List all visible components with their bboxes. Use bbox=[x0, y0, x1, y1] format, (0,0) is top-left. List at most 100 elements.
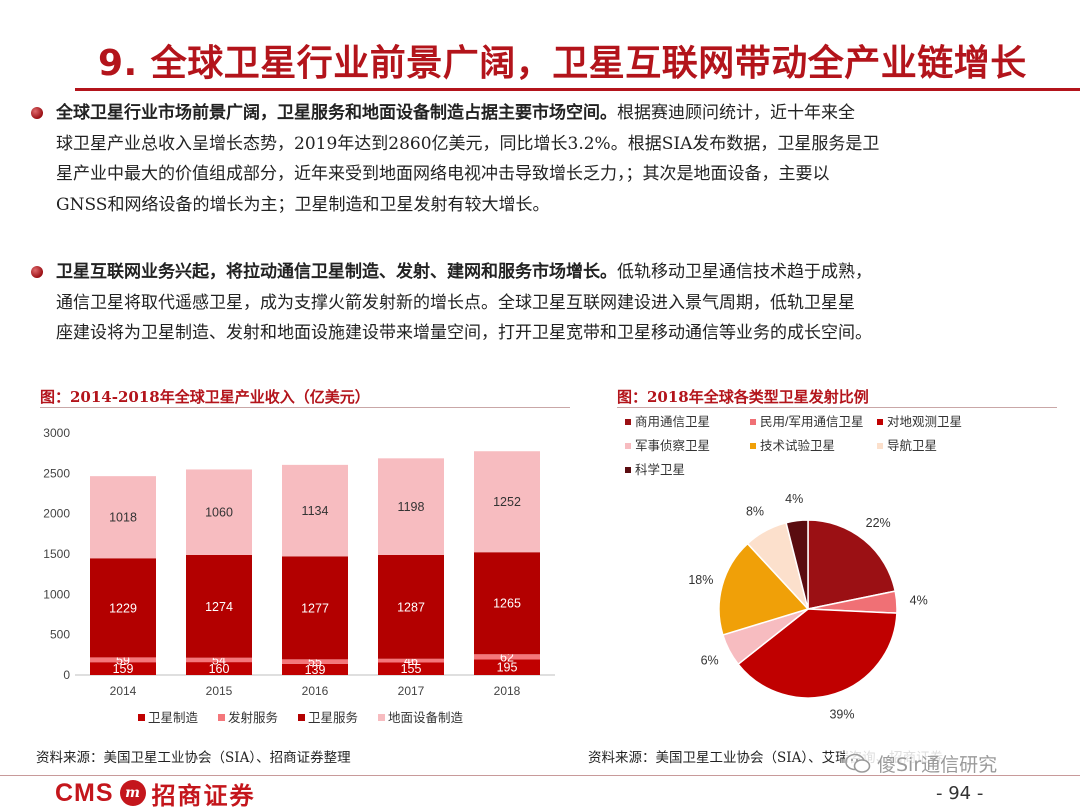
y-tick-label: 0 bbox=[63, 668, 70, 682]
logo-mark-icon: m bbox=[119, 780, 146, 806]
legend-label: 卫星服务 bbox=[308, 710, 358, 725]
paragraph-1-line: 星产业中最大的价值组成部分，近年来受到地面网络电视冲击导致增长乏力，；其次是地面… bbox=[56, 164, 830, 184]
paragraph-1: 全球卫星行业市场前景广阔，卫星服务和地面设备制造占据主要市场空间。根据赛迪顾问统… bbox=[56, 98, 1056, 220]
data-label: 1274 bbox=[205, 600, 233, 614]
bar-segment bbox=[474, 654, 540, 660]
bar-segment bbox=[186, 469, 252, 555]
logo-cms-text: CMS bbox=[55, 778, 114, 807]
data-label: 1287 bbox=[397, 600, 425, 614]
bar-chart-caption: 图：2014-2018年全球卫星产业收入（亿美元） bbox=[40, 388, 370, 406]
bar-segment bbox=[186, 662, 252, 675]
legend-swatch bbox=[877, 443, 883, 449]
bar-segment bbox=[378, 554, 444, 659]
title-underline bbox=[75, 88, 1080, 91]
bar-chart: 0500100015002000250030001595912291018201… bbox=[43, 426, 555, 725]
bar-segment bbox=[90, 476, 156, 559]
bar-chart-source: 资料来源：美国卫星工业协会（SIA）、招商证券整理 bbox=[36, 750, 351, 766]
legend-swatch bbox=[298, 714, 305, 721]
bar-chart-caption-rule bbox=[40, 407, 570, 408]
legend-label: 导航卫星 bbox=[887, 438, 937, 453]
slice-label: 39% bbox=[829, 708, 854, 722]
paragraph-2-line: 座建设将为卫星制造、发射和地面设施建设带来增量空间，打开卫星宽带和卫星移动通信等… bbox=[56, 323, 872, 343]
bar-segment bbox=[90, 558, 156, 658]
x-tick-label: 2018 bbox=[494, 684, 521, 698]
bar-segment bbox=[282, 556, 348, 660]
slice-label: 6% bbox=[701, 653, 719, 667]
paragraph-2: 卫星互联网业务兴起，将拉动通信卫星制造、发射、建网和服务市场增长。低轨移动卫星通… bbox=[56, 257, 1056, 349]
bar-segment bbox=[282, 663, 348, 675]
bar-segment bbox=[90, 657, 156, 663]
cms-logo: CMS m 招商证券 bbox=[55, 776, 256, 810]
bar-segment bbox=[186, 554, 252, 658]
data-label: 195 bbox=[497, 661, 518, 675]
data-label: 1134 bbox=[302, 504, 329, 518]
paragraph-1-line: 根据赛迪顾问统计，近十年来全 bbox=[617, 103, 855, 123]
y-tick-label: 1000 bbox=[43, 587, 70, 601]
pie-slice bbox=[718, 542, 810, 636]
data-label: 139 bbox=[305, 663, 326, 677]
watermark-text: 傻Sir通信研究 bbox=[877, 754, 998, 776]
slice-label: 18% bbox=[688, 573, 713, 587]
slice-label: 22% bbox=[866, 516, 891, 530]
paragraph-2-line: 通信卫星将取代遥感卫星，成为支撑火箭发射新的增长点。全球卫星互联网建设进入景气周… bbox=[56, 292, 855, 313]
bullet-icon bbox=[31, 266, 43, 278]
y-tick-label: 500 bbox=[50, 628, 70, 642]
data-label: 1198 bbox=[398, 500, 425, 514]
bar-segment bbox=[282, 464, 348, 557]
pie-slice bbox=[807, 519, 897, 610]
watermark: 傻Sir通信研究 bbox=[845, 750, 998, 777]
legend-swatch bbox=[378, 714, 385, 721]
data-label: 155 bbox=[401, 662, 422, 676]
pie-chart-caption-rule bbox=[617, 407, 1057, 408]
legend-label: 技术试验卫星 bbox=[760, 438, 835, 453]
legend-label: 军事侦察卫星 bbox=[635, 439, 710, 453]
data-label: 159 bbox=[113, 662, 134, 676]
legend-swatch bbox=[750, 419, 756, 425]
bar-segment bbox=[282, 659, 348, 664]
pie-chart-caption: 图：2018年全球各类型卫星发射比例 bbox=[617, 388, 869, 406]
slice-label: 8% bbox=[746, 504, 764, 518]
footer-rule bbox=[0, 775, 1080, 776]
data-label: 1018 bbox=[109, 511, 137, 525]
legend-swatch bbox=[625, 467, 631, 473]
legend-label: 科学卫星 bbox=[635, 462, 685, 477]
wechat-icon bbox=[845, 753, 871, 773]
bar-segment bbox=[378, 662, 444, 675]
logo-company-name: 招商证券 bbox=[151, 780, 256, 810]
legend-swatch bbox=[625, 443, 631, 449]
paragraph-1-line: GNSS和网络设备的增长为主；卫星制造和卫星发射有较大增长。 bbox=[56, 194, 550, 215]
legend-label: 发射服务 bbox=[228, 710, 278, 725]
bar-segment bbox=[474, 659, 540, 675]
bar-segment bbox=[378, 458, 444, 555]
slice-label: 4% bbox=[910, 593, 928, 607]
y-tick-label: 2500 bbox=[43, 466, 70, 480]
x-tick-label: 2016 bbox=[302, 684, 329, 698]
page-title: 9. 全球卫星行业前景广阔，卫星互联网带动全产业链增长 bbox=[98, 43, 1027, 84]
bar-segment bbox=[474, 552, 540, 655]
data-label: 1252 bbox=[493, 495, 521, 509]
legend-label: 地面设备制造 bbox=[388, 710, 464, 725]
paragraph-2-lead: 卫星互联网业务兴起，将拉动通信卫星制造、发射、建网和服务市场增长。 bbox=[56, 262, 617, 282]
legend-swatch bbox=[877, 419, 883, 425]
bar-segment bbox=[378, 658, 444, 663]
x-tick-label: 2015 bbox=[206, 684, 233, 698]
slice-label: 4% bbox=[785, 492, 803, 506]
data-label: 1265 bbox=[493, 597, 521, 611]
legend-label: 民用/军用通信卫星 bbox=[760, 415, 863, 429]
pie-slice bbox=[737, 608, 898, 699]
bar-segment bbox=[474, 451, 540, 553]
y-tick-label: 1500 bbox=[43, 547, 70, 561]
legend-swatch bbox=[750, 443, 756, 449]
data-label: 160 bbox=[209, 662, 230, 676]
paragraph-2-line: 低轨移动卫星通信技术趋于成熟， bbox=[617, 262, 872, 282]
data-label: 1229 bbox=[109, 601, 137, 615]
paragraph-1-line: 球卫星产业总收入呈增长态势，2019年达到2860亿美元，同比增长3.2%。根据… bbox=[56, 133, 880, 154]
x-tick-label: 2017 bbox=[398, 684, 425, 698]
bar-segment bbox=[90, 662, 156, 675]
y-tick-label: 3000 bbox=[43, 426, 70, 440]
legend-swatch bbox=[218, 714, 225, 721]
y-tick-label: 2000 bbox=[43, 507, 70, 521]
data-label: 1277 bbox=[301, 601, 329, 615]
bar-segment bbox=[186, 657, 252, 663]
